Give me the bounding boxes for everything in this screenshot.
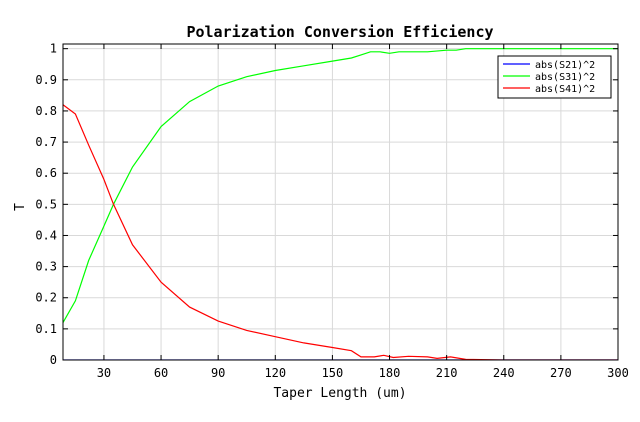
x-tick-label: 180 [379,366,401,380]
x-tick-label: 240 [493,366,515,380]
y-tick-label: 0 [50,353,57,367]
y-tick-label: 0.8 [35,104,57,118]
legend-box [497,55,612,99]
y-tick-label: 0.2 [35,291,57,305]
y-tick-label: 0.1 [35,322,57,336]
series-line-2 [63,48,618,323]
x-tick-label: 120 [264,366,286,380]
y-tick-label: 0.5 [35,197,57,211]
y-tick-label: 0.4 [35,228,57,242]
y-tick-label: 0.3 [35,260,57,274]
x-tick-label: 90 [211,366,225,380]
y-tick-label: 0.9 [35,73,57,87]
x-tick-label: 60 [154,366,168,380]
y-tick-label: 0.7 [35,135,57,149]
chart-title: Polarization Conversion Efficiency [186,23,493,41]
series-line-3 [63,104,618,360]
y-tick-label: 0.6 [35,166,57,180]
legend-label: abs(S31)^2 [535,72,595,83]
x-tick-label: 300 [607,366,629,380]
legend-label: abs(S21)^2 [535,60,595,71]
x-axis-label: Taper Length (um) [273,386,406,401]
axes: 30 60 90 120 150 180 210 240 270 300 0 0.1 0.2 0.3 0.4… [35,42,629,380]
plot-frame [62,43,619,361]
x-tick-label: 150 [322,366,344,380]
x-tick-label: 270 [550,366,572,380]
x-tick-label: 210 [436,366,458,380]
series-group [63,48,618,360]
legend-label: abs(S41)^2 [535,84,595,95]
x-tick-label: 30 [97,366,111,380]
y-tick-label: 1 [50,42,57,56]
y-axis-label: T [13,203,28,211]
